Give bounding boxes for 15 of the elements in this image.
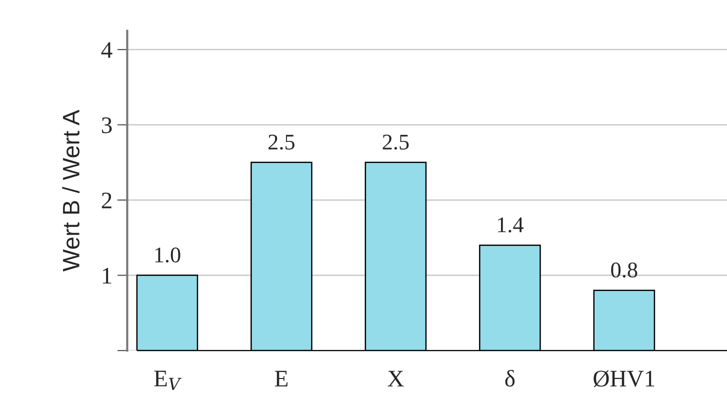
data-label: 1.0 (155, 247, 180, 263)
data-label: 1.4 (498, 217, 524, 232)
x-tick-label: E (274, 370, 288, 386)
x-tick-label: X (388, 370, 404, 386)
x-tick-label: E$_{V}$ (154, 370, 182, 390)
data-label: 2.5 (382, 134, 409, 150)
x-tick-label: δ (505, 370, 515, 387)
y-tick-label: 4 (101, 42, 112, 58)
data-label: 0.8 (611, 262, 638, 278)
data-label: 2.5 (268, 134, 294, 150)
y-tick-label: 3 (102, 117, 112, 134)
y-tick-label: 1 (102, 268, 112, 284)
y-tick-label: 2 (102, 192, 112, 208)
x-tick-label: ØHV1 (594, 370, 654, 388)
y-axis-title: Wert B / Wert A (62, 110, 80, 272)
